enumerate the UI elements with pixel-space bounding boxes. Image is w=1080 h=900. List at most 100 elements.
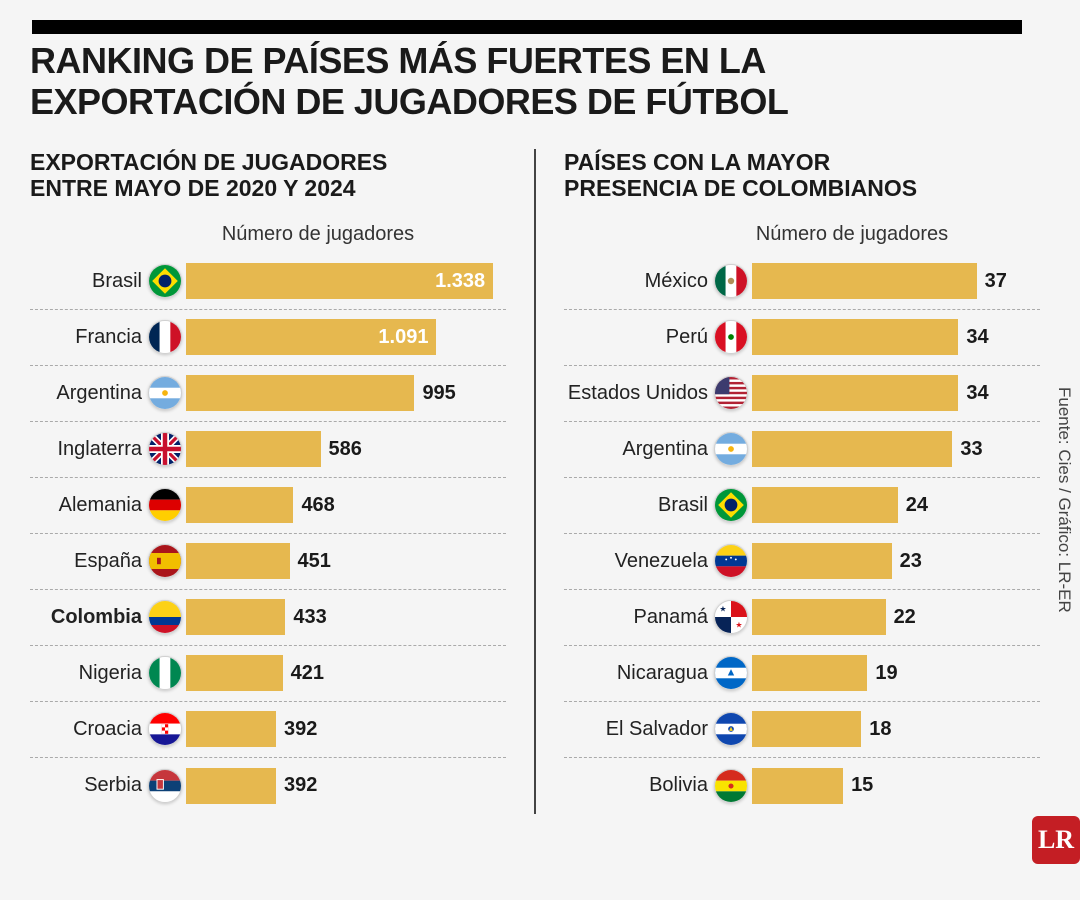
chart-row: Serbia 392 xyxy=(30,758,506,814)
chart-row: Croacia 392 xyxy=(30,702,506,758)
country-label: Venezuela xyxy=(564,550,714,573)
chart-row: Brasil 24 xyxy=(564,478,1040,534)
left-subtitle-line-1: EXPORTACIÓN DE JUGADORES xyxy=(30,149,387,175)
bar xyxy=(752,711,861,747)
bar-value: 34 xyxy=(958,375,988,411)
bar xyxy=(186,768,276,804)
bar-value: 24 xyxy=(898,487,928,523)
bar xyxy=(752,263,977,299)
bar-zone: 392 xyxy=(186,768,506,804)
country-label: Argentina xyxy=(30,382,148,405)
bar-value: 33 xyxy=(952,431,982,467)
bar xyxy=(186,375,414,411)
bar-value: 19 xyxy=(867,655,897,691)
right-chart-rows: México37Perú34Estados Unidos34Argentina3… xyxy=(564,254,1040,814)
chart-row: El Salvador18 xyxy=(564,702,1040,758)
chart-row: Argentina 995 xyxy=(30,366,506,422)
left-subtitle-line-2: ENTRE MAYO DE 2020 Y 2024 xyxy=(30,175,356,201)
right-subtitle-line-2: PRESENCIA DE COLOMBIANOS xyxy=(564,175,917,201)
panama-flag-icon: ★★ xyxy=(714,600,748,634)
bar xyxy=(186,599,285,635)
bar xyxy=(752,375,958,411)
bar-value: 392 xyxy=(276,768,317,804)
country-label: Nicaragua xyxy=(564,662,714,685)
bar-zone: 995 xyxy=(186,375,506,411)
peru-flag-icon xyxy=(714,320,748,354)
bar xyxy=(752,431,952,467)
bar-zone: 421 xyxy=(186,655,506,691)
chart-row: Perú34 xyxy=(564,310,1040,366)
bar-value: 15 xyxy=(843,768,873,804)
bolivia-flag-icon xyxy=(714,769,748,803)
bar-value: 995 xyxy=(414,375,455,411)
bar-zone: 33 xyxy=(752,431,1040,467)
uk-flag-icon xyxy=(148,432,182,466)
chart-row: Francia 1.091 xyxy=(30,310,506,366)
country-label: Argentina xyxy=(564,438,714,461)
germany-flag-icon xyxy=(148,488,182,522)
source-credit: Fuente: Cies / Gráfico: LR-ER xyxy=(1054,200,1074,800)
left-chart-rows: Brasil1.338 Francia 1.091 Argentina 995 Ingla… xyxy=(30,254,506,814)
bar: 1.338 xyxy=(186,263,493,299)
mexico-flag-icon xyxy=(714,264,748,298)
country-label: Croacia xyxy=(30,718,148,741)
bar-value: 421 xyxy=(283,655,324,691)
bar xyxy=(752,768,843,804)
header-bar xyxy=(32,20,1022,34)
bar-zone: 392 xyxy=(186,711,506,747)
argentina-flag-icon xyxy=(148,376,182,410)
bar: 1.091 xyxy=(186,319,436,355)
bar-value: 433 xyxy=(285,599,326,635)
bar-value: 22 xyxy=(886,599,916,635)
country-label: Inglaterra xyxy=(30,438,148,461)
bar xyxy=(752,319,958,355)
bar-value: 37 xyxy=(977,263,1007,299)
bar-zone: 451 xyxy=(186,543,506,579)
country-label: Alemania xyxy=(30,494,148,517)
bar-zone: 1.091 xyxy=(186,319,506,355)
argentina-flag-icon xyxy=(714,432,748,466)
chart-row: Panamá★★22 xyxy=(564,590,1040,646)
chart-row: Venezuela 23 xyxy=(564,534,1040,590)
bar-zone: 1.338 xyxy=(186,263,506,299)
country-label: Francia xyxy=(30,326,148,349)
right-chart: PAÍSES CON LA MAYOR PRESENCIA DE COLOMBI… xyxy=(534,149,1040,814)
right-axis-label: Número de jugadores xyxy=(564,223,1040,246)
bar-value: 18 xyxy=(861,711,891,747)
title-line-2: EXPORTACIÓN DE JUGADORES DE FÚTBOL xyxy=(30,81,788,122)
country-label: España xyxy=(30,550,148,573)
chart-row: Bolivia 15 xyxy=(564,758,1040,814)
right-subtitle-line-1: PAÍSES CON LA MAYOR xyxy=(564,149,830,175)
country-label: Bolivia xyxy=(564,774,714,797)
country-label: Serbia xyxy=(30,774,148,797)
svg-text:★: ★ xyxy=(735,621,742,630)
bar-zone: 37 xyxy=(752,263,1040,299)
bar-zone: 24 xyxy=(752,487,1040,523)
right-subtitle: PAÍSES CON LA MAYOR PRESENCIA DE COLOMBI… xyxy=(564,149,1040,203)
croatia-flag-icon xyxy=(148,712,182,746)
chart-row: Inglaterra 586 xyxy=(30,422,506,478)
bar-zone: 23 xyxy=(752,543,1040,579)
bar xyxy=(186,487,293,523)
country-label: Brasil xyxy=(564,494,714,517)
bar-zone: 34 xyxy=(752,375,1040,411)
bar-value: 1.091 xyxy=(378,326,428,349)
bar-value: 1.338 xyxy=(435,270,485,293)
bar xyxy=(186,543,290,579)
bar-zone: 34 xyxy=(752,319,1040,355)
bar-value: 586 xyxy=(321,431,362,467)
elsalvador-flag-icon xyxy=(714,712,748,746)
serbia-flag-icon xyxy=(148,769,182,803)
bar xyxy=(186,431,321,467)
left-subtitle: EXPORTACIÓN DE JUGADORES ENTRE MAYO DE 2… xyxy=(30,149,506,203)
bar-value: 392 xyxy=(276,711,317,747)
bar-zone: 468 xyxy=(186,487,506,523)
bar xyxy=(752,599,886,635)
logo-lr: LR xyxy=(1032,816,1080,864)
chart-row: Nicaragua 19 xyxy=(564,646,1040,702)
bar xyxy=(752,543,892,579)
chart-row: Nigeria421 xyxy=(30,646,506,702)
bar-zone: 19 xyxy=(752,655,1040,691)
bar xyxy=(186,711,276,747)
chart-row: Brasil1.338 xyxy=(30,254,506,310)
